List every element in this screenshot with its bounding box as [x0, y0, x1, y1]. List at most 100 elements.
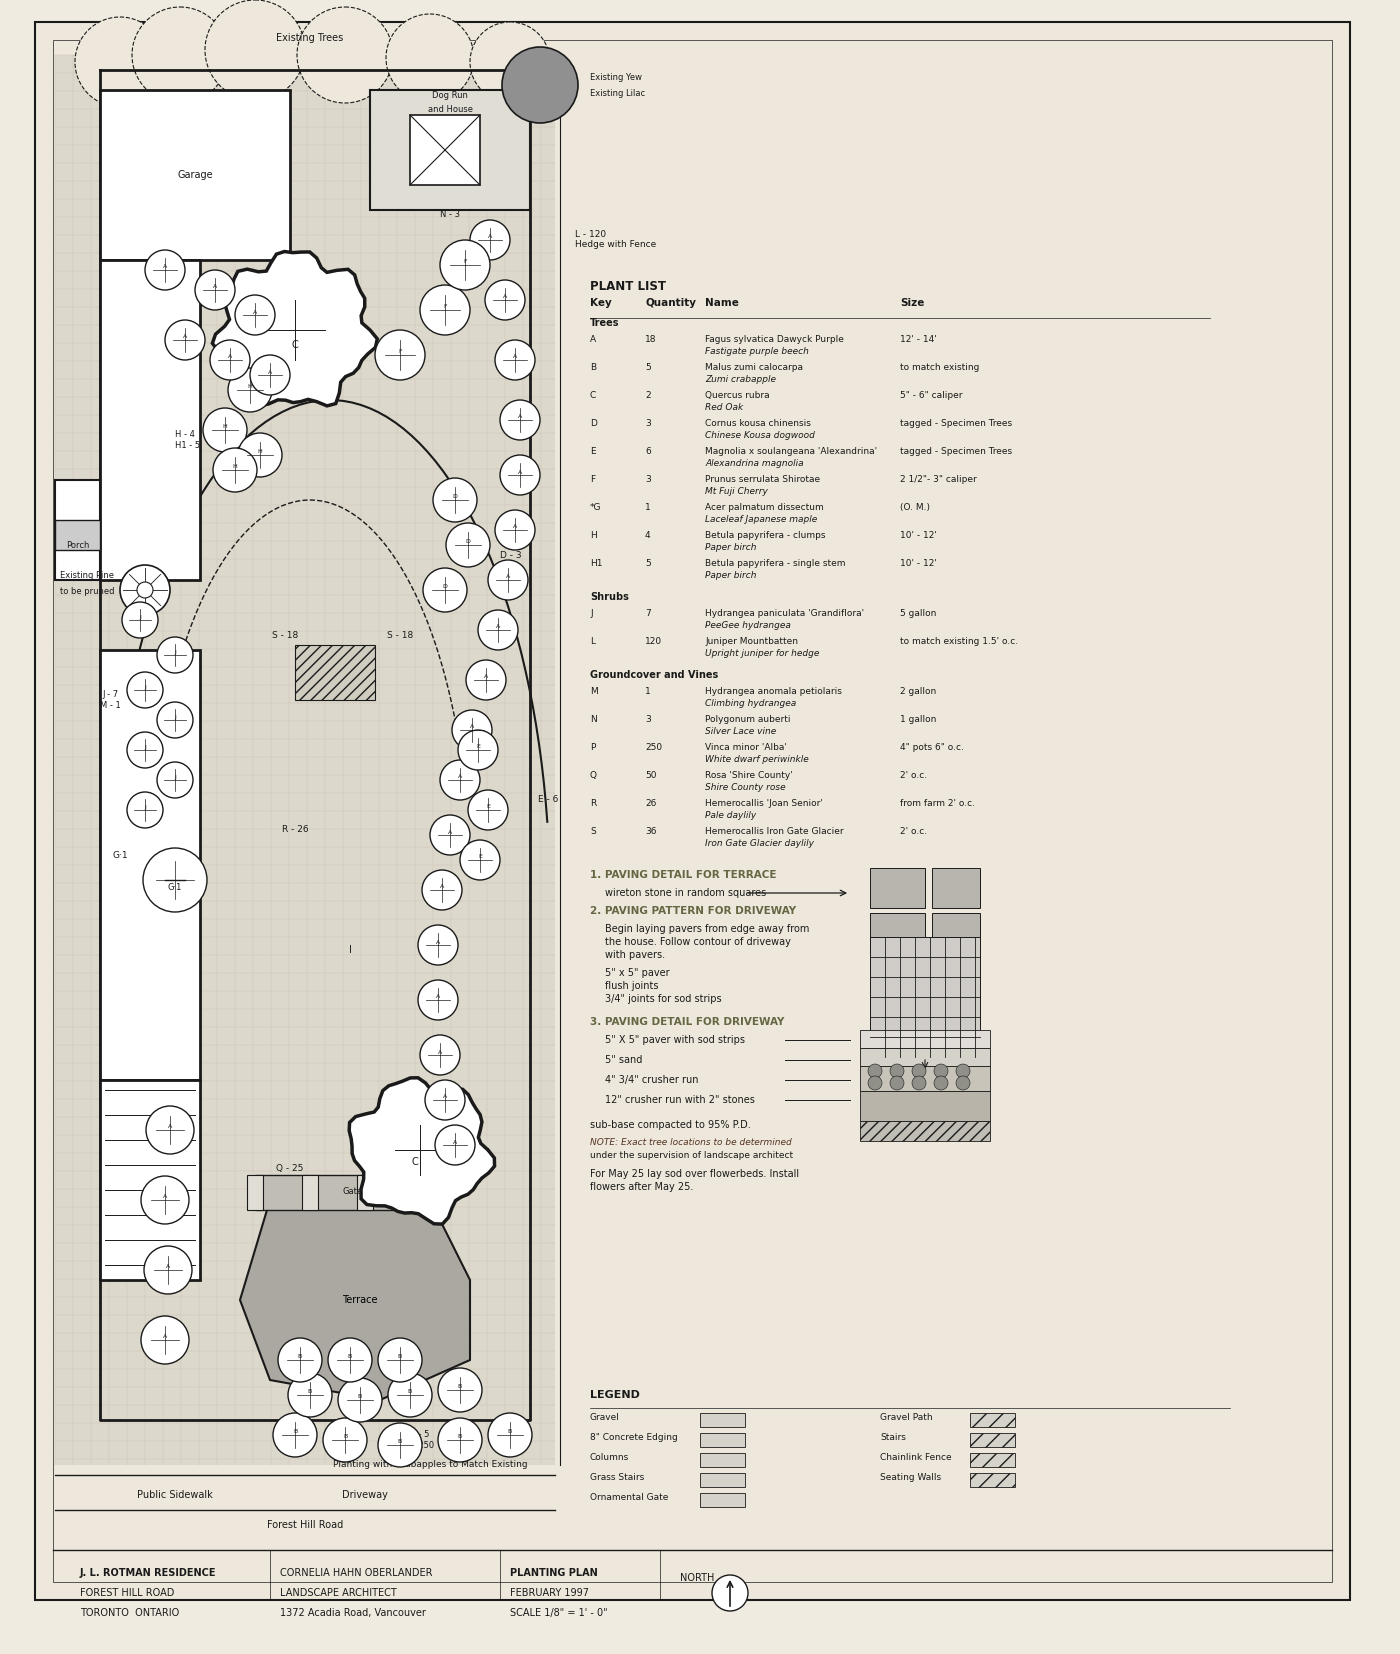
Text: flowers after May 25.: flowers after May 25. — [589, 1183, 693, 1193]
Text: B: B — [293, 1429, 297, 1434]
Text: A: A — [165, 1264, 171, 1269]
Text: A: A — [162, 1194, 167, 1199]
Text: A: A — [438, 1050, 442, 1055]
Circle shape — [423, 567, 468, 612]
Text: sub-base compacted to 95% P.D.: sub-base compacted to 95% P.D. — [589, 1120, 750, 1130]
Text: 4: 4 — [645, 531, 651, 539]
Text: Quercus rubra: Quercus rubra — [706, 390, 770, 400]
Text: A: A — [448, 830, 452, 835]
Text: 5" x 5" paver: 5" x 5" paver — [605, 968, 669, 978]
Circle shape — [213, 448, 258, 491]
Text: flush joints: flush joints — [605, 981, 658, 991]
Bar — [970, 1474, 1015, 1487]
Text: D: D — [452, 495, 458, 500]
Circle shape — [461, 840, 500, 880]
Text: D: D — [589, 418, 596, 428]
Bar — [932, 868, 980, 908]
Circle shape — [447, 523, 490, 567]
Circle shape — [238, 433, 281, 476]
Circle shape — [468, 791, 508, 830]
Text: A: A — [458, 774, 462, 779]
Text: L: L — [589, 637, 595, 647]
Text: from farm 2' o.c.: from farm 2' o.c. — [900, 799, 974, 809]
Text: and House: and House — [427, 106, 473, 114]
Text: 4" 3/4" crusher run: 4" 3/4" crusher run — [605, 1075, 699, 1085]
Text: 2: 2 — [645, 390, 651, 400]
Circle shape — [141, 1317, 189, 1365]
Text: Laceleaf Japanese maple: Laceleaf Japanese maple — [706, 514, 818, 524]
Text: 10' - 12': 10' - 12' — [900, 559, 937, 567]
Text: Gravel: Gravel — [589, 1413, 620, 1422]
Text: H: H — [258, 450, 262, 455]
Text: 50: 50 — [645, 771, 657, 781]
Text: F: F — [589, 475, 595, 485]
Text: B: B — [458, 1384, 462, 1389]
Circle shape — [420, 284, 470, 336]
Text: Red Oak: Red Oak — [706, 404, 743, 412]
Bar — [700, 1413, 745, 1427]
Text: 120: 120 — [645, 637, 662, 647]
Circle shape — [146, 250, 185, 289]
Bar — [357, 1174, 372, 1211]
Text: A: A — [435, 939, 440, 944]
Text: A: A — [183, 334, 188, 339]
Text: J: J — [139, 615, 141, 620]
Text: 1 gallon: 1 gallon — [900, 715, 937, 724]
Text: B: B — [358, 1394, 363, 1399]
Text: 5: 5 — [645, 362, 651, 372]
Circle shape — [470, 22, 550, 103]
Text: Pale daylily: Pale daylily — [706, 810, 756, 820]
Text: Paper birch: Paper birch — [706, 571, 756, 581]
Text: 1. PAVING DETAIL FOR TERRACE: 1. PAVING DETAIL FOR TERRACE — [589, 870, 777, 880]
Circle shape — [144, 1245, 192, 1293]
Text: 3: 3 — [645, 418, 651, 428]
Text: Iron Gate Glacier daylily: Iron Gate Glacier daylily — [706, 839, 813, 849]
Text: A: A — [484, 675, 489, 680]
Bar — [410, 116, 480, 185]
Text: A: A — [518, 415, 522, 420]
Text: Silver Lace vine: Silver Lace vine — [706, 728, 776, 736]
Circle shape — [934, 1064, 948, 1078]
Text: P: P — [589, 743, 595, 753]
Text: tagged - Specimen Trees: tagged - Specimen Trees — [900, 447, 1012, 457]
Circle shape — [378, 1422, 421, 1467]
Bar — [246, 1174, 263, 1211]
Text: Q - 25: Q - 25 — [276, 1163, 304, 1173]
Circle shape — [496, 509, 535, 551]
Circle shape — [438, 1417, 482, 1462]
Circle shape — [438, 1368, 482, 1413]
Circle shape — [911, 1064, 925, 1078]
Bar — [970, 1452, 1015, 1467]
Text: E: E — [476, 744, 480, 749]
Text: Trees: Trees — [589, 318, 619, 327]
Text: Existing Lilac: Existing Lilac — [589, 89, 645, 98]
Text: Acer palmatum dissectum: Acer palmatum dissectum — [706, 503, 823, 513]
Text: 7: 7 — [645, 609, 651, 619]
Bar — [860, 1030, 990, 1049]
Text: Name: Name — [706, 298, 739, 308]
Text: Cornus kousa chinensis: Cornus kousa chinensis — [706, 418, 811, 428]
Circle shape — [466, 660, 505, 700]
Text: A: A — [452, 1140, 458, 1145]
Circle shape — [251, 356, 290, 395]
Text: A: A — [496, 625, 500, 630]
Text: Stairs: Stairs — [881, 1432, 906, 1442]
Text: A: A — [168, 1125, 172, 1130]
Text: the house. Follow contour of driveway: the house. Follow contour of driveway — [605, 938, 791, 948]
Text: 2' o.c.: 2' o.c. — [900, 771, 927, 781]
Circle shape — [503, 46, 578, 122]
Bar — [99, 1080, 200, 1280]
Text: Q: Q — [589, 771, 596, 781]
Text: A: A — [435, 994, 440, 999]
Text: with pavers.: with pavers. — [605, 949, 665, 959]
Polygon shape — [349, 1078, 494, 1224]
Text: PLANTING PLAN: PLANTING PLAN — [510, 1568, 598, 1578]
Circle shape — [421, 870, 462, 910]
Text: L - 120
Hedge with Fence: L - 120 Hedge with Fence — [575, 230, 657, 250]
Text: B: B — [407, 1389, 412, 1394]
Circle shape — [228, 367, 272, 412]
Text: H - 4
H1 - 5: H - 4 H1 - 5 — [175, 430, 200, 450]
Circle shape — [143, 849, 207, 911]
Text: 10' - 12': 10' - 12' — [900, 531, 937, 539]
Circle shape — [956, 1064, 970, 1078]
